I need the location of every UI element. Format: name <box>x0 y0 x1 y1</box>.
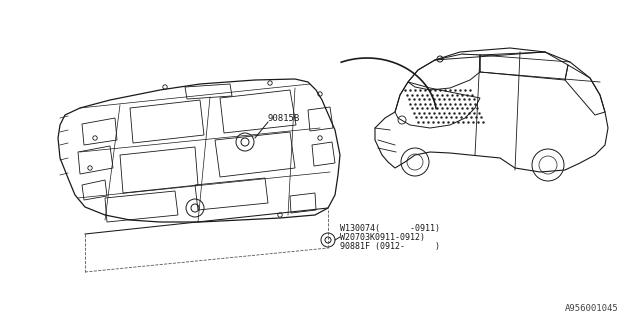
Text: A956001045: A956001045 <box>565 304 619 313</box>
Text: W130074(      -0911): W130074( -0911) <box>340 223 440 233</box>
Text: 90881F (0912-      ): 90881F (0912- ) <box>340 242 440 251</box>
Text: 90815B: 90815B <box>268 114 300 123</box>
Text: W20703K0911-0912): W20703K0911-0912) <box>340 233 425 242</box>
